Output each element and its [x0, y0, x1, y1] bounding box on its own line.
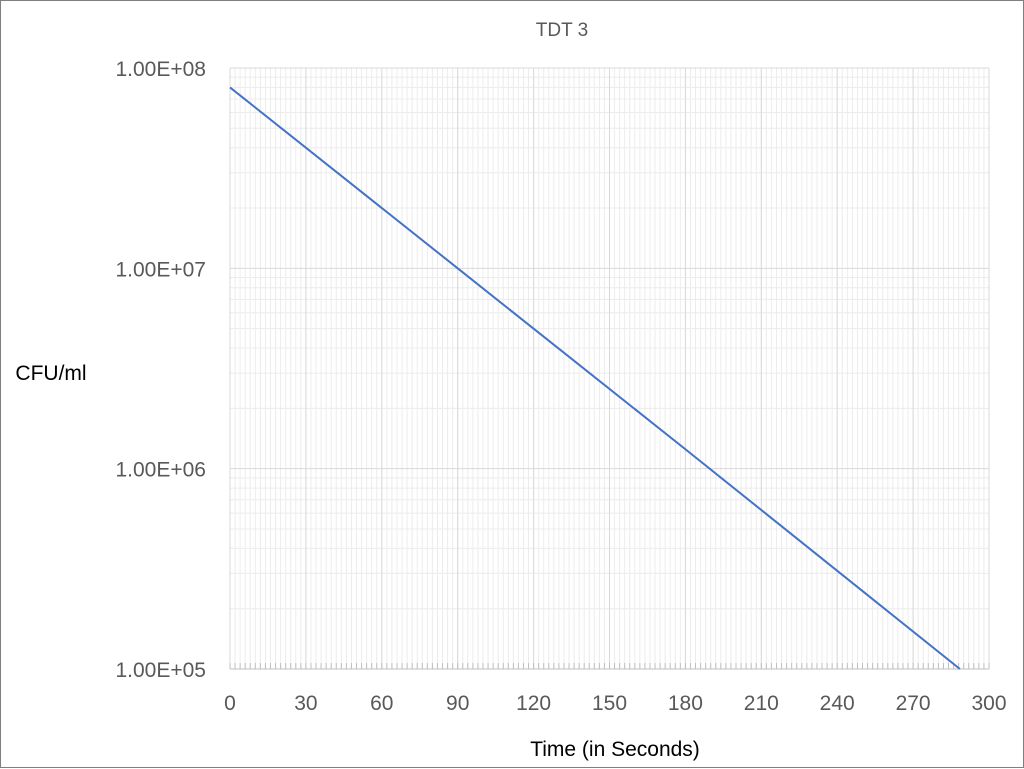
x-axis-tick-labels: 0 30 60 90 120 150 180 210 240 270 300 — [224, 692, 1006, 715]
y-axis-tick-labels: 1.00E+05 1.00E+06 1.00E+07 1.00E+08 — [115, 58, 206, 682]
major-gridlines — [229, 67, 990, 670]
x-tick-label: 90 — [446, 692, 469, 715]
x-tick-label: 300 — [971, 692, 1006, 715]
x-axis-minor-ticks — [229, 663, 990, 669]
chart-title: TDT 3 — [536, 20, 588, 41]
series-line — [229, 86, 961, 670]
y-axis-title: CFU/ml — [15, 362, 86, 385]
x-tick-label: 210 — [744, 692, 779, 715]
x-tick-label: 120 — [516, 692, 551, 715]
series-layer — [229, 86, 961, 670]
y-tick-label: 1.00E+05 — [115, 659, 206, 682]
x-axis-title: Time (in Seconds) — [530, 738, 700, 761]
x-tick-label: 180 — [668, 692, 703, 715]
x-tick-label: 270 — [896, 692, 931, 715]
y-tick-label: 1.00E+07 — [115, 258, 206, 281]
x-tick-label: 0 — [224, 692, 236, 715]
x-tick-label: 30 — [294, 692, 317, 715]
y-tick-label: 1.00E+06 — [115, 459, 206, 482]
y-tick-label: 1.00E+08 — [115, 58, 206, 81]
x-tick-label: 60 — [370, 692, 393, 715]
minor-gridlines — [229, 68, 990, 669]
x-tick-label: 150 — [592, 692, 627, 715]
x-tick-label: 240 — [820, 692, 855, 715]
